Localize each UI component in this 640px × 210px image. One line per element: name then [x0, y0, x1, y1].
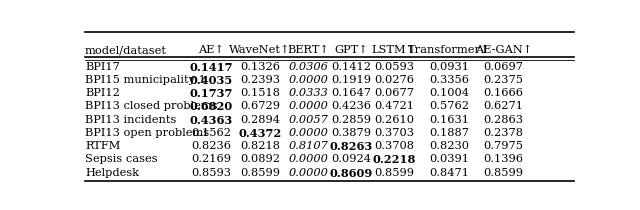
Text: 0.4363: 0.4363: [189, 115, 232, 126]
Text: 0.0276: 0.0276: [374, 75, 414, 85]
Text: 0.3708: 0.3708: [374, 141, 414, 151]
Text: 0.6271: 0.6271: [484, 101, 524, 111]
Text: GPT↑: GPT↑: [335, 45, 368, 55]
Text: model/dataset: model/dataset: [85, 45, 167, 55]
Text: 0.0306: 0.0306: [289, 62, 328, 72]
Text: AE↑: AE↑: [198, 45, 224, 55]
Text: 0.4236: 0.4236: [332, 101, 371, 111]
Text: BPI13 open problems: BPI13 open problems: [85, 128, 209, 138]
Text: 0.1647: 0.1647: [332, 88, 371, 98]
Text: 0.1887: 0.1887: [429, 128, 469, 138]
Text: 0.8218: 0.8218: [240, 141, 280, 151]
Text: 0.4372: 0.4372: [238, 128, 282, 139]
Text: 0.1326: 0.1326: [240, 62, 280, 72]
Text: BPI13 closed problems: BPI13 closed problems: [85, 101, 218, 111]
Text: 0.0000: 0.0000: [289, 75, 328, 85]
Text: Helpdesk: Helpdesk: [85, 168, 139, 178]
Text: 0.8599: 0.8599: [374, 168, 414, 178]
Text: 0.3356: 0.3356: [429, 75, 469, 85]
Text: RTFM: RTFM: [85, 141, 120, 151]
Text: WaveNet↑: WaveNet↑: [229, 45, 291, 55]
Text: 0.0593: 0.0593: [374, 62, 414, 72]
Text: 0.2378: 0.2378: [484, 128, 524, 138]
Text: LSTM↑: LSTM↑: [372, 45, 416, 55]
Text: 0.2863: 0.2863: [484, 115, 524, 125]
Text: 0.7975: 0.7975: [484, 141, 524, 151]
Text: 0.4721: 0.4721: [374, 101, 414, 111]
Text: 0.1396: 0.1396: [484, 154, 524, 164]
Text: 0.8471: 0.8471: [429, 168, 469, 178]
Text: 0.2375: 0.2375: [484, 75, 524, 85]
Text: 0.2393: 0.2393: [240, 75, 280, 85]
Text: 0.2218: 0.2218: [372, 154, 415, 165]
Text: BPI15 municipality 1: BPI15 municipality 1: [85, 75, 206, 85]
Text: 0.8236: 0.8236: [191, 141, 231, 151]
Text: 0.0697: 0.0697: [484, 62, 524, 72]
Text: 0.1919: 0.1919: [332, 75, 371, 85]
Text: 0.1631: 0.1631: [429, 115, 469, 125]
Text: 0.5762: 0.5762: [429, 101, 469, 111]
Text: 0.0892: 0.0892: [240, 154, 280, 164]
Text: 0.2859: 0.2859: [332, 115, 371, 125]
Text: 0.4035: 0.4035: [189, 75, 232, 86]
Text: BPI13 incidents: BPI13 incidents: [85, 115, 177, 125]
Text: 0.0000: 0.0000: [289, 101, 328, 111]
Text: 0.8599: 0.8599: [240, 168, 280, 178]
Text: 0.6729: 0.6729: [240, 101, 280, 111]
Text: BERT↑: BERT↑: [288, 45, 330, 55]
Text: 0.6820: 0.6820: [189, 101, 232, 112]
Text: 0.1562: 0.1562: [191, 128, 231, 138]
Text: 0.1412: 0.1412: [332, 62, 371, 72]
Text: 0.0391: 0.0391: [429, 154, 469, 164]
Text: 0.1004: 0.1004: [429, 88, 469, 98]
Text: 0.0000: 0.0000: [289, 128, 328, 138]
Text: 0.0924: 0.0924: [332, 154, 371, 164]
Text: 0.0057: 0.0057: [289, 115, 328, 125]
Text: 0.1737: 0.1737: [189, 88, 232, 99]
Text: 0.8599: 0.8599: [484, 168, 524, 178]
Text: 0.3879: 0.3879: [332, 128, 371, 138]
Text: 0.8107: 0.8107: [289, 141, 328, 151]
Text: 0.8263: 0.8263: [330, 141, 373, 152]
Text: BPI17: BPI17: [85, 62, 120, 72]
Text: 0.0333: 0.0333: [289, 88, 328, 98]
Text: BPI12: BPI12: [85, 88, 120, 98]
Text: Transformer↑: Transformer↑: [408, 45, 490, 55]
Text: 0.1518: 0.1518: [240, 88, 280, 98]
Text: AE-GAN↑: AE-GAN↑: [475, 45, 532, 55]
Text: 0.8593: 0.8593: [191, 168, 231, 178]
Text: 0.3703: 0.3703: [374, 128, 414, 138]
Text: 0.8609: 0.8609: [330, 168, 373, 179]
Text: 0.8230: 0.8230: [429, 141, 469, 151]
Text: 0.0000: 0.0000: [289, 168, 328, 178]
Text: 0.2169: 0.2169: [191, 154, 231, 164]
Text: Sepsis cases: Sepsis cases: [85, 154, 157, 164]
Text: 0.2610: 0.2610: [374, 115, 414, 125]
Text: 0.1666: 0.1666: [484, 88, 524, 98]
Text: 0.0677: 0.0677: [374, 88, 414, 98]
Text: 0.1417: 0.1417: [189, 62, 233, 73]
Text: 0.0931: 0.0931: [429, 62, 469, 72]
Text: 0.0000: 0.0000: [289, 154, 328, 164]
Text: 0.2894: 0.2894: [240, 115, 280, 125]
